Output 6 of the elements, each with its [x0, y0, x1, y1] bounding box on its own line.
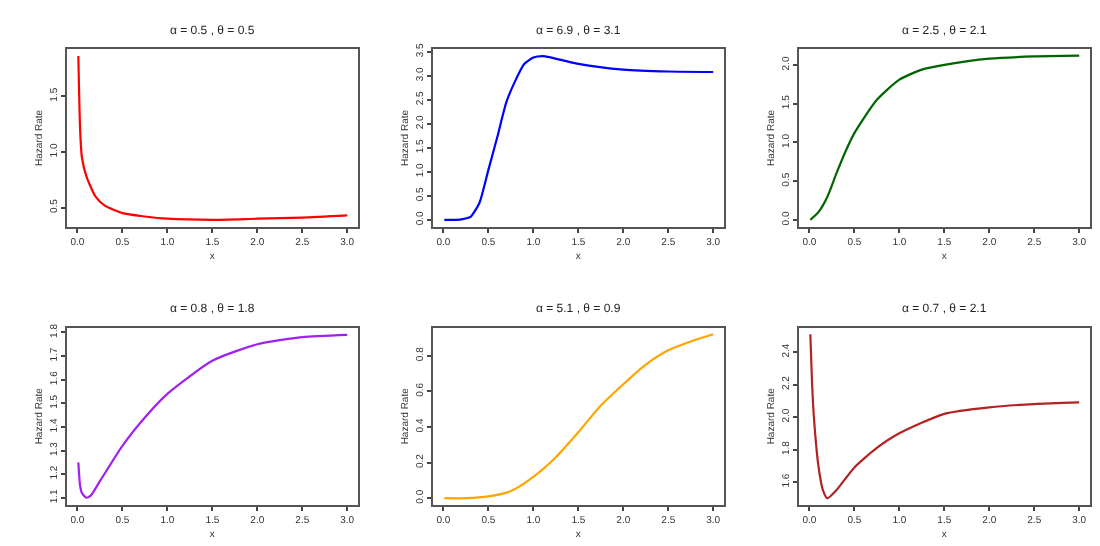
line-series — [443, 333, 715, 500]
line-series — [809, 333, 1081, 500]
line-series — [77, 55, 349, 221]
line-series — [77, 333, 349, 499]
line-series — [809, 54, 1081, 222]
line-series — [443, 55, 715, 221]
